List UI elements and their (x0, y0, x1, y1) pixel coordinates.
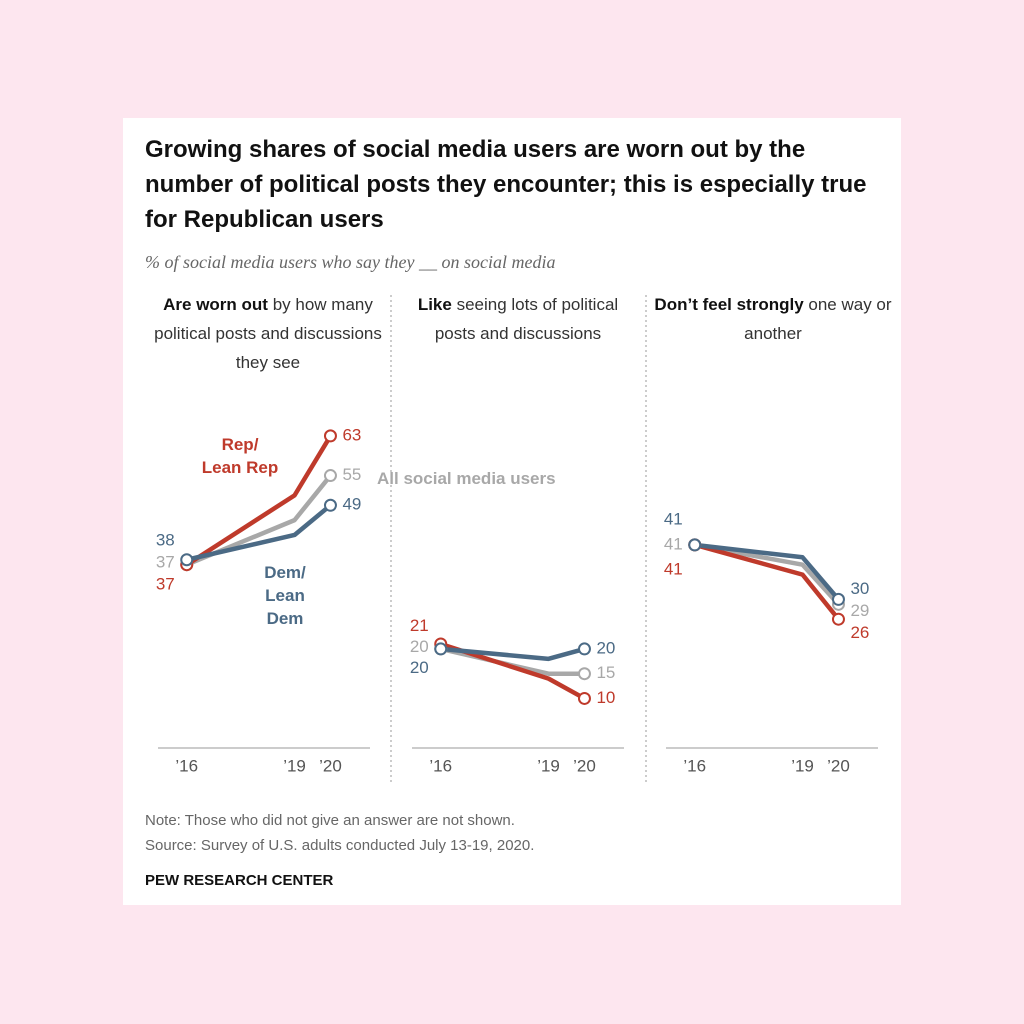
x-tick-label: ’16 (429, 756, 452, 775)
value-label: 20 (596, 638, 615, 657)
point (323, 469, 337, 483)
series-label: Rep/ Lean Rep (201, 435, 279, 477)
value-label: 20 (410, 637, 429, 656)
point (577, 642, 591, 656)
point (434, 642, 448, 656)
point (180, 553, 194, 567)
credit: PEW RESEARCH CENTER (145, 872, 334, 889)
x-tick-label: ’16 (683, 756, 706, 775)
value-label: 41 (664, 534, 683, 553)
panel-heading: Don’t feel strongly one way or another (653, 290, 893, 348)
x-tick-label: ’20 (827, 756, 850, 775)
note: Note: Those who did not give an answer a… (145, 812, 515, 829)
point (831, 612, 845, 626)
series-line (694, 542, 841, 601)
series-line (186, 503, 332, 562)
value-label: 41 (664, 559, 683, 578)
x-tick-label: ’20 (319, 756, 342, 775)
x-tick-label: ’16 (175, 756, 198, 775)
value-label: 26 (850, 623, 869, 642)
value-label: 37 (156, 575, 175, 594)
value-label: 15 (596, 663, 615, 682)
panel-heading-rest: by how many political posts and discussi… (154, 295, 382, 372)
panel-heading-bold: Are worn out (163, 295, 268, 314)
point (831, 592, 845, 606)
source: Source: Survey of U.S. adults conducted … (145, 837, 535, 854)
series-line (694, 542, 841, 621)
value-label: 41 (664, 509, 683, 528)
value-label: 37 (156, 553, 175, 572)
value-label: 21 (410, 616, 429, 635)
point (323, 498, 337, 512)
series-line (440, 641, 586, 701)
subtitle: % of social media users who say they __ … (145, 252, 556, 272)
x-tick-label: ’19 (791, 756, 814, 775)
x-tick-label: ’19 (283, 756, 306, 775)
value-label: 29 (850, 601, 869, 620)
series-label: Dem/ Lean Dem (264, 563, 306, 628)
panel-heading-bold: Like (417, 295, 452, 314)
point (577, 667, 591, 681)
x-tick-label: ’19 (537, 756, 560, 775)
panel-heading: Are worn out by how many political posts… (148, 290, 388, 377)
card (123, 118, 901, 905)
value-label: 38 (156, 531, 175, 550)
value-label: 55 (342, 465, 361, 484)
series-label: All social media users (377, 469, 556, 488)
point (688, 538, 702, 552)
x-tick-label: ’20 (573, 756, 596, 775)
panel-heading-rest: one way or another (744, 295, 892, 343)
series-line (185, 434, 333, 567)
panel-heading-bold: Don’t feel strongly (654, 295, 804, 314)
value-label: 49 (342, 495, 361, 514)
panel-heading-rest: seeing lots of political posts and discu… (434, 295, 619, 343)
series-line (440, 646, 586, 662)
title: Growing shares of social media users are… (145, 136, 867, 233)
panel-heading: Like seeing lots of political posts and … (398, 290, 638, 348)
point (577, 691, 591, 705)
series-line (694, 542, 841, 606)
value-label: 30 (850, 579, 869, 598)
value-label: 10 (596, 688, 615, 707)
point (323, 429, 337, 443)
value-label: 63 (342, 425, 361, 444)
value-label: 20 (410, 658, 429, 677)
